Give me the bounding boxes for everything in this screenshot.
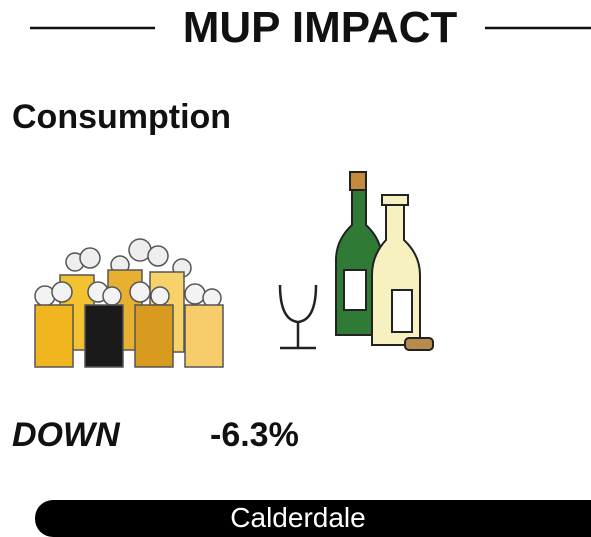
bottles-icon — [335, 171, 434, 351]
area-banner — [35, 500, 591, 537]
wine-glass-icon — [278, 284, 318, 350]
change-value: -6.3% — [210, 416, 299, 454]
section-heading: Consumption — [12, 98, 231, 136]
title: MUP IMPACT — [183, 3, 458, 52]
beer-icon — [34, 238, 224, 368]
direction-label: DOWN — [12, 416, 121, 454]
area-name: Calderdale — [230, 502, 365, 533]
